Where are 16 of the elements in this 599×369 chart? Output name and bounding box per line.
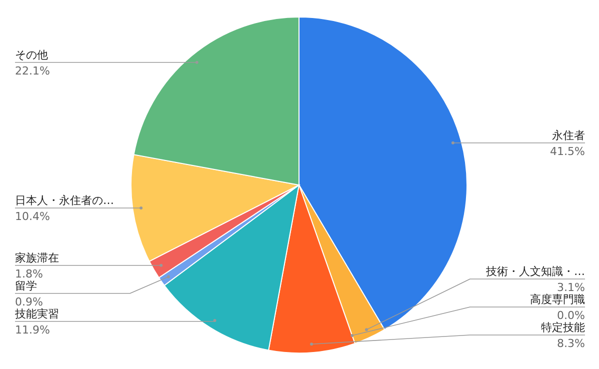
data-label: 10.4% [15, 210, 50, 223]
data-label: 11.9% [15, 323, 50, 336]
slice-label: 永住者 [552, 128, 585, 142]
data-label: 41.5% [550, 144, 585, 158]
slice-label: その他 [15, 48, 48, 62]
slice-label: 特定技能 [541, 321, 585, 334]
slice-label: 技術・人文知識・… [485, 265, 585, 278]
data-label: 0.9% [15, 295, 43, 308]
data-label: 3.1% [557, 281, 585, 294]
data-label: 1.8% [15, 267, 43, 280]
slice-label: 技能実習 [14, 307, 59, 320]
slice-label: 家族滞在 [15, 251, 59, 264]
slice-label: 留学 [15, 279, 37, 292]
data-label: 22.1% [15, 64, 50, 78]
slice-label: 日本人・永住者の… [15, 194, 114, 207]
data-label: 8.3% [557, 337, 585, 350]
